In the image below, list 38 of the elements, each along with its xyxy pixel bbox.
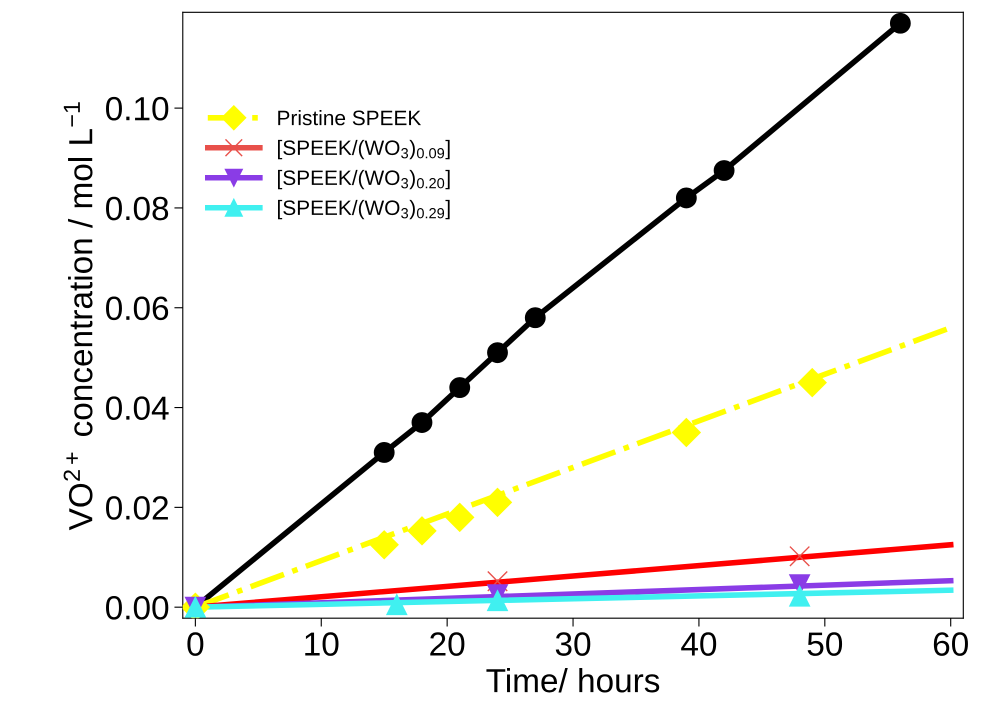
point: [676, 188, 697, 208]
legend-label: [SPEEK/(WO$_{3}$)$_{0.20}$]: [278, 170, 450, 190]
point: [374, 442, 395, 463]
y-tick-label: 0.08: [106, 196, 168, 220]
point: [370, 530, 399, 560]
y-tick-label: 0.06: [106, 296, 168, 320]
x-tick-label: 0: [187, 632, 204, 656]
point: [672, 418, 701, 447]
legend-label: [SPEEK/(WO$_{3}$)$_{0.09}$]: [278, 140, 450, 160]
legend-label: [SPEEK/(WO$_{3}$)$_{0.29}$]: [278, 200, 450, 220]
y-axis-title: VO$^{2+}$ concentration / mol L$^{−1}$: [64, 102, 93, 530]
point: [483, 488, 512, 517]
point: [789, 546, 810, 567]
point: [449, 377, 470, 398]
point: [714, 160, 735, 181]
x-tick-label: 30: [556, 632, 590, 656]
point: [890, 12, 911, 34]
y-tick-label: 0.10: [106, 96, 168, 121]
x-tick-label: 60: [934, 632, 968, 656]
point: [789, 586, 810, 607]
y-tick-label: 0.04: [106, 396, 169, 420]
point: [386, 594, 408, 616]
point: [487, 590, 508, 612]
x-tick-label: 10: [305, 632, 338, 656]
x-tick-label: 40: [681, 632, 716, 656]
point: [487, 342, 508, 364]
point: [408, 516, 436, 546]
point: [412, 412, 432, 433]
point: [798, 368, 827, 398]
y-tick-label: 0.02: [106, 496, 168, 520]
point: [445, 502, 474, 532]
point: [487, 570, 508, 592]
x-tick-label: 50: [808, 632, 842, 656]
y-tick-label: 0.00: [106, 596, 168, 620]
legend-label: Pristine SPEEK: [278, 110, 422, 126]
x-tick-label: 20: [430, 632, 464, 656]
point: [524, 307, 546, 328]
x-axis-title: Time/ hours: [486, 668, 660, 692]
